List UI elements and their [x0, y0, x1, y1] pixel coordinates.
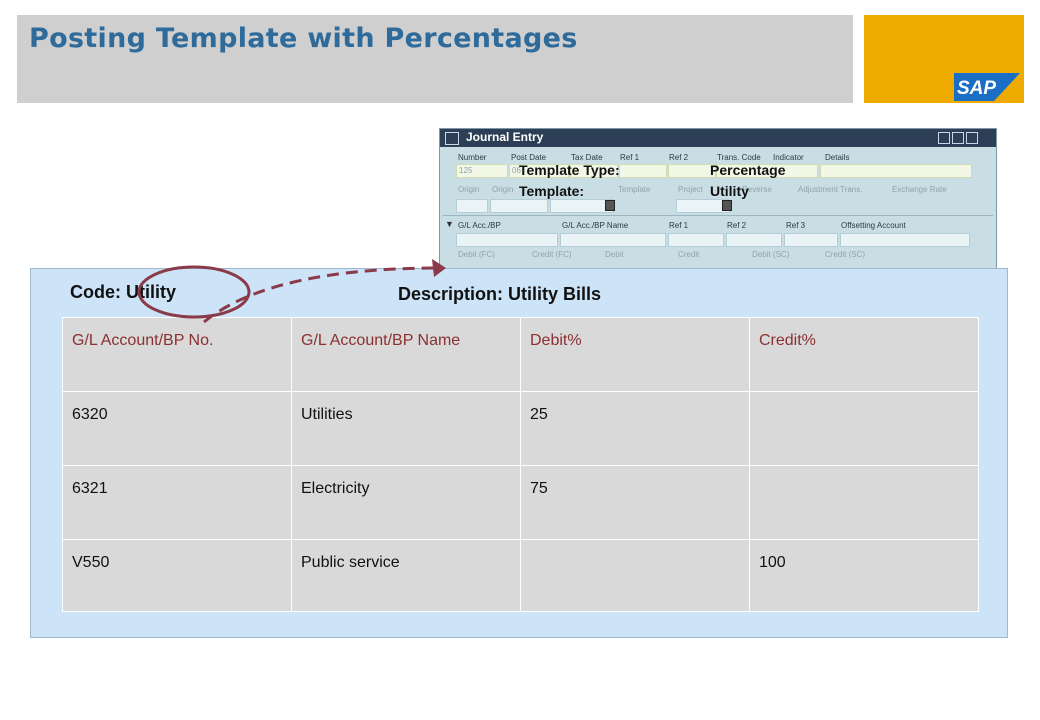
cell-credit[interactable]	[749, 391, 979, 466]
close-icon[interactable]	[966, 132, 978, 144]
number-field[interactable]: 125	[456, 164, 508, 178]
je-header-label: Tax Date	[571, 153, 603, 162]
grid-col-header: Debit (FC)	[458, 250, 495, 259]
cell-account[interactable]: 6321	[62, 465, 292, 540]
adjustment-trans-checkbox-label[interactable]: Adjustment Trans.	[798, 185, 863, 194]
origin-label: Origin	[458, 185, 480, 194]
gl-name-cell[interactable]	[560, 233, 666, 247]
grid-col-header: Debit (SC)	[752, 250, 790, 259]
title-banner: Posting Template with Percentages	[17, 15, 853, 103]
col-header-name: G/L Account/BP Name	[291, 317, 521, 392]
collapse-chevron-icon[interactable]: ▼	[445, 219, 454, 229]
table-header-row: G/L Account/BP No. G/L Account/BP Name D…	[62, 317, 979, 392]
template-label-small: Template	[618, 185, 651, 194]
window-menu-icon[interactable]	[445, 132, 459, 145]
offset-account-cell[interactable]	[840, 233, 970, 247]
col-header-account: G/L Account/BP No.	[62, 317, 292, 392]
exchange-rate-checkbox-label[interactable]: Exchange Rate	[892, 185, 947, 194]
grid-col-header: G/L Acc./BP	[458, 221, 501, 230]
cell-name[interactable]: Electricity	[291, 465, 521, 540]
template-type-label: Template Type:	[519, 162, 620, 178]
cell-credit[interactable]: 100	[749, 539, 979, 612]
grid-col-header: G/L Acc./BP Name	[562, 221, 629, 230]
cell-debit[interactable]	[520, 539, 750, 612]
je-header-label: Trans. Code	[717, 153, 761, 162]
grid-col-header: Ref 1	[669, 221, 689, 230]
cell-account[interactable]: 6320	[62, 391, 292, 466]
tax-date-field[interactable]	[570, 164, 618, 178]
cell-debit[interactable]: 75	[520, 465, 750, 540]
je-header-label: Ref 2	[669, 153, 689, 162]
template-description-label: Description: Utility Bills	[398, 284, 602, 304]
origin-label-2: Origin	[492, 185, 514, 194]
grid-col-header: Ref 2	[727, 221, 747, 230]
je-header-label: Post Date	[511, 153, 547, 162]
table-row[interactable]: 6320 Utilities 25	[62, 391, 979, 466]
je-header-label: Indicator	[773, 153, 804, 162]
table-row[interactable]: V550 Public service 100	[62, 539, 979, 612]
journal-entry-title: Journal Entry	[466, 130, 544, 144]
cell-credit[interactable]	[749, 465, 979, 540]
cell-name[interactable]: Utilities	[291, 391, 521, 466]
journal-entry-window[interactable]: Journal Entry Number Post Date Tax Date …	[439, 128, 997, 270]
cell-debit[interactable]: 25	[520, 391, 750, 466]
template-type-value: Percentage	[710, 162, 786, 178]
template-list-icon[interactable]	[722, 200, 732, 211]
brand-block: SAP	[864, 15, 1024, 103]
je-header-label: Number	[458, 153, 487, 162]
template-type-list-icon[interactable]	[605, 200, 615, 211]
cell-account[interactable]: V550	[62, 539, 292, 612]
je-header-label: Details	[825, 153, 850, 162]
table-row[interactable]: 6321 Electricity 75	[62, 465, 979, 540]
grid-col-header: Ref 3	[786, 221, 806, 230]
sap-logo: SAP	[954, 73, 1020, 101]
cell-name[interactable]: Public service	[291, 539, 521, 612]
grid-col-header: Credit (SC)	[825, 250, 866, 259]
col-header-debit: Debit%	[520, 317, 750, 392]
origin-field[interactable]	[456, 199, 488, 213]
gl-acc-cell[interactable]	[456, 233, 558, 247]
minimize-icon[interactable]	[938, 132, 950, 144]
template-lines-table: G/L Account/BP No. G/L Account/BP Name D…	[62, 317, 979, 612]
reverse-label: Reverse	[742, 185, 772, 194]
origin-no-field[interactable]	[490, 199, 548, 213]
project-label: Project	[678, 185, 703, 194]
journal-entry-titlebar[interactable]: Journal Entry	[440, 129, 996, 147]
template-value: Utility	[710, 183, 749, 199]
col-header-credit: Credit%	[749, 317, 979, 392]
template-label: Template:	[519, 183, 585, 199]
trans-code-field[interactable]	[716, 164, 818, 178]
grid-col-header: Credit (FC)	[532, 250, 572, 259]
details-field[interactable]	[820, 164, 972, 178]
template-code-label: Code: Utility	[70, 282, 176, 302]
je-header-label: Ref 1	[620, 153, 640, 162]
grid-col-header: Debit	[605, 250, 624, 259]
grid-col-header: Offsetting Account	[841, 221, 906, 230]
sap-logo-text: SAP	[957, 78, 996, 99]
ref2-field[interactable]	[668, 164, 716, 178]
grid-col-header: Credit	[678, 250, 700, 259]
post-date-field[interactable]: 06	[509, 164, 569, 178]
ref2-cell[interactable]	[726, 233, 782, 247]
maximize-icon[interactable]	[952, 132, 964, 144]
ref3-cell[interactable]	[784, 233, 838, 247]
ref1-cell[interactable]	[668, 233, 724, 247]
ref1-field[interactable]	[619, 164, 667, 178]
slide-title: Posting Template with Percentages	[29, 23, 578, 54]
